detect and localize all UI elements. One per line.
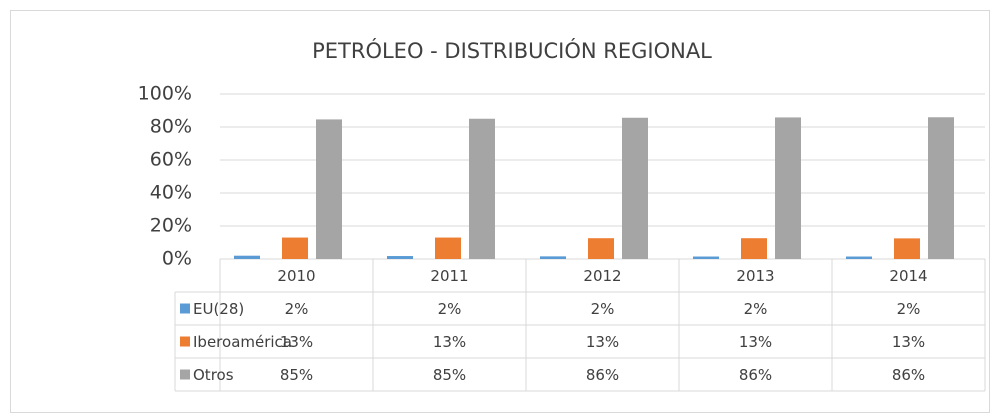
table-value: 2% xyxy=(285,300,309,318)
legend-swatch xyxy=(180,303,190,314)
table-value: 13% xyxy=(586,333,619,351)
x-tick-label: 2010 xyxy=(277,267,315,285)
x-tick-label: 2011 xyxy=(430,267,468,285)
y-tick-label: 100% xyxy=(138,83,192,105)
legend-label: EU(28) xyxy=(193,300,244,318)
table-value: 13% xyxy=(433,333,466,351)
table-value: 2% xyxy=(438,300,462,318)
y-tick-label: 0% xyxy=(162,248,192,270)
table-value: 85% xyxy=(280,366,313,384)
bar xyxy=(693,256,719,259)
y-tick-label: 40% xyxy=(150,182,192,204)
table-value: 2% xyxy=(591,300,615,318)
bar xyxy=(775,117,801,260)
table-value: 13% xyxy=(280,333,313,351)
legend-label: Iberoamérica xyxy=(193,333,292,351)
bar xyxy=(741,238,767,259)
bar xyxy=(540,256,566,259)
bar xyxy=(435,237,461,259)
table-value: 85% xyxy=(433,366,466,384)
table-value: 2% xyxy=(897,300,921,318)
bar xyxy=(928,117,954,259)
bar xyxy=(316,119,342,259)
chart-border xyxy=(10,10,990,413)
table-value: 13% xyxy=(892,333,925,351)
table-value: 86% xyxy=(892,366,925,384)
x-tick-label: 2013 xyxy=(736,267,774,285)
chart-title: PETRÓLEO - DISTRIBUCIÓN REGIONAL xyxy=(312,38,712,63)
legend-label: Otros xyxy=(193,366,234,384)
bar xyxy=(469,118,495,259)
bar xyxy=(622,117,648,259)
bar xyxy=(846,256,872,259)
table-value: 86% xyxy=(586,366,619,384)
y-tick-label: 60% xyxy=(150,149,192,171)
x-tick-label: 2014 xyxy=(889,267,927,285)
legend-swatch xyxy=(180,336,190,347)
bar xyxy=(588,238,614,259)
table-value: 13% xyxy=(739,333,772,351)
y-tick-label: 80% xyxy=(150,116,192,138)
bar xyxy=(387,256,413,259)
legend-swatch xyxy=(180,369,190,380)
bar xyxy=(234,255,260,259)
table-value: 86% xyxy=(739,366,772,384)
table-value: 2% xyxy=(744,300,768,318)
bar xyxy=(282,237,308,259)
y-tick-label: 20% xyxy=(150,215,192,237)
x-tick-label: 2012 xyxy=(583,267,621,285)
bar xyxy=(894,238,920,259)
